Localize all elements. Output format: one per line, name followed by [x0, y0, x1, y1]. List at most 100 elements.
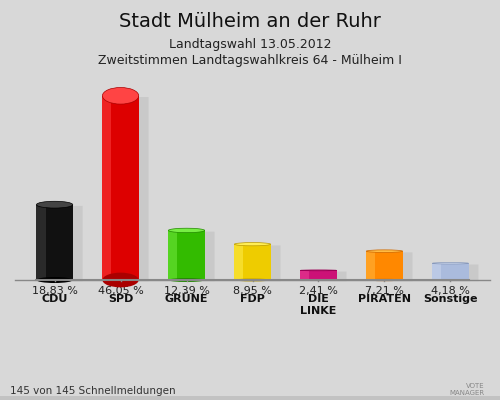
- Bar: [0, 396, 500, 400]
- Bar: [0, 396, 500, 400]
- Text: Landtagswahl 13.05.2012: Landtagswahl 13.05.2012: [169, 38, 331, 51]
- Bar: [0, 396, 500, 400]
- FancyBboxPatch shape: [442, 264, 478, 281]
- Bar: [0, 396, 500, 400]
- Bar: [0, 396, 500, 400]
- Bar: [0, 396, 500, 400]
- Bar: [0, 396, 500, 400]
- Bar: [0, 396, 500, 400]
- Ellipse shape: [234, 278, 270, 282]
- Bar: [432, 263, 442, 280]
- Bar: [0, 396, 500, 400]
- Bar: [0, 396, 500, 400]
- Text: SPD: SPD: [108, 294, 133, 304]
- Text: DIE
LINKE: DIE LINKE: [300, 294, 336, 316]
- Ellipse shape: [366, 279, 402, 281]
- Bar: [0, 396, 500, 400]
- Bar: [0, 396, 500, 400]
- Ellipse shape: [234, 242, 270, 246]
- Bar: [234, 244, 244, 280]
- Bar: [0, 396, 500, 400]
- Bar: [0, 396, 500, 400]
- Bar: [0, 396, 500, 400]
- Bar: [0, 396, 500, 400]
- Bar: [0, 396, 500, 400]
- Bar: [0, 396, 500, 400]
- Text: CDU: CDU: [42, 294, 68, 304]
- Bar: [0, 396, 500, 400]
- Bar: [300, 270, 310, 280]
- Bar: [0, 396, 500, 400]
- Text: 4,18 %: 4,18 %: [431, 286, 470, 296]
- Bar: [0, 396, 500, 400]
- Bar: [102, 96, 112, 280]
- Bar: [0, 396, 500, 400]
- Bar: [0, 396, 500, 400]
- Ellipse shape: [366, 250, 402, 252]
- Bar: [0, 396, 500, 400]
- Text: 145 von 145 Schnellmeldungen: 145 von 145 Schnellmeldungen: [10, 386, 175, 396]
- Bar: [0, 396, 500, 400]
- Bar: [300, 270, 336, 280]
- Ellipse shape: [432, 262, 468, 264]
- Bar: [0, 396, 500, 400]
- Bar: [0, 396, 500, 400]
- Bar: [36, 205, 46, 280]
- Bar: [0, 396, 500, 400]
- Bar: [0, 396, 500, 400]
- Ellipse shape: [102, 273, 139, 287]
- Bar: [0, 396, 500, 400]
- Bar: [0, 396, 500, 400]
- Bar: [0, 396, 500, 400]
- FancyBboxPatch shape: [112, 97, 148, 281]
- Bar: [0, 396, 500, 400]
- Bar: [0, 396, 500, 400]
- Bar: [0, 396, 500, 400]
- Ellipse shape: [168, 278, 204, 282]
- Bar: [0, 396, 500, 400]
- Bar: [0, 396, 500, 400]
- Text: 8,95 %: 8,95 %: [233, 286, 272, 296]
- Bar: [0, 396, 500, 400]
- Bar: [0, 396, 500, 400]
- Bar: [0, 396, 500, 400]
- Bar: [0, 396, 500, 400]
- Bar: [0, 396, 500, 400]
- Bar: [0, 396, 500, 400]
- Bar: [0, 396, 500, 400]
- Bar: [0, 396, 500, 400]
- Bar: [0, 396, 500, 400]
- FancyBboxPatch shape: [46, 206, 82, 281]
- Text: Zweitstimmen Landtagswahlkreis 64 - Mülheim I: Zweitstimmen Landtagswahlkreis 64 - Mülh…: [98, 54, 402, 67]
- Bar: [0, 396, 500, 400]
- Bar: [0, 396, 500, 400]
- Text: 7,21 %: 7,21 %: [365, 286, 404, 296]
- Bar: [0, 396, 500, 400]
- Bar: [0, 396, 500, 400]
- Text: Sonstige: Sonstige: [423, 294, 478, 304]
- Bar: [0, 396, 500, 400]
- Text: 46,05 %: 46,05 %: [98, 286, 144, 296]
- Bar: [0, 396, 500, 400]
- Bar: [0, 396, 500, 400]
- Bar: [0, 396, 500, 400]
- Text: VOTE
MANAGER: VOTE MANAGER: [450, 383, 485, 396]
- Text: 18,83 %: 18,83 %: [32, 286, 78, 296]
- Bar: [102, 96, 139, 280]
- Text: FDP: FDP: [240, 294, 265, 304]
- Bar: [168, 230, 177, 280]
- Bar: [0, 396, 500, 400]
- Bar: [0, 396, 500, 400]
- Text: GRÜNE: GRÜNE: [165, 294, 208, 304]
- Bar: [0, 396, 500, 400]
- Bar: [0, 396, 500, 400]
- Bar: [0, 396, 500, 400]
- Ellipse shape: [168, 228, 204, 233]
- Bar: [0, 396, 500, 400]
- Bar: [0, 396, 500, 400]
- Bar: [0, 396, 500, 400]
- Bar: [0, 396, 500, 400]
- Bar: [0, 396, 500, 400]
- FancyBboxPatch shape: [376, 252, 412, 281]
- Bar: [0, 396, 500, 400]
